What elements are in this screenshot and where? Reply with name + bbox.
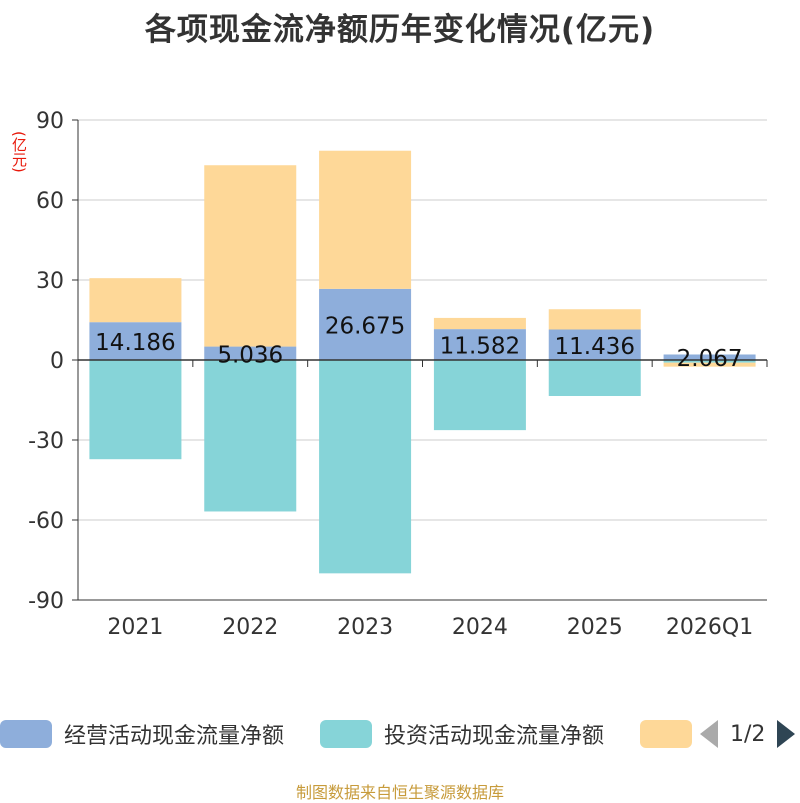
legend-label-investing: 投资活动现金流量净额 [384,724,605,749]
bar-financing-2023 [319,150,412,289]
bar-financing-2025 [548,309,641,330]
bar-financing-2026Q1 [663,362,756,367]
bar-investing-2023 [319,360,412,574]
y-tick-label: -60 [28,509,64,534]
data-label-operating: 11.582 [440,334,520,360]
bar-operating-2021 [89,322,182,360]
legend-item-operating[interactable]: 经营活动现金流量净额 [0,714,284,754]
y-axis-unit-label: (亿元) [10,131,28,173]
y-tick-label: 0 [50,349,64,374]
bar-financing-2024 [433,317,526,330]
x-tick-label: 2021 [107,615,163,640]
y-tick-label: 30 [36,269,64,294]
bar-investing-2022 [204,360,297,512]
data-label-operating: 26.675 [325,313,405,339]
legend-item-financing[interactable] [640,714,704,754]
bar-financing-2021 [89,278,182,323]
bar-financing-2022 [204,165,297,347]
legend-swatch-operating [0,720,52,748]
data-label-operating: 2.067 [677,346,743,372]
pager-prev-icon[interactable] [700,720,718,748]
x-tick-label: 2024 [452,615,508,640]
bar-investing-2021 [89,360,182,460]
bar-operating-2023 [319,288,412,360]
bar-investing-2024 [433,360,526,431]
legend-page-indicator: 1/2 [730,721,766,747]
bar-operating-2022 [204,346,297,360]
y-tick-label: -90 [28,589,64,614]
legend-swatch-financing [640,720,692,748]
x-tick-label: 2023 [337,615,393,640]
chart-title: 各项现金流净额历年变化情况(亿元) [144,12,656,48]
legend-swatch-investing [320,720,372,748]
chart-canvas: 90 60 30 0 -30 -60 -90 2021 2022 2023 2024 2025 2026… [28,109,768,640]
bar-investing-2026Q1 [663,360,756,363]
x-tick-label: 2026Q1 [666,615,753,640]
legend-item-investing[interactable]: 投资活动现金流量净额 [320,714,604,754]
data-label-operating: 11.436 [555,334,635,360]
data-label-operating: 5.036 [217,342,283,368]
y-tick-label: 90 [36,109,64,134]
bar-investing-2025 [548,360,641,396]
bar-operating-2026Q1 [663,354,756,360]
bar-operating-2024 [433,329,526,360]
legend-pager: 1/2 [700,714,800,754]
y-tick-label: 60 [36,189,64,214]
bar-operating-2025 [548,329,641,360]
y-tick-label: -30 [28,429,64,454]
x-tick-label: 2025 [567,615,623,640]
data-source-note: 制图数据来自恒生聚源数据库 [295,783,504,802]
x-tick-label: 2022 [222,615,278,640]
pager-next-icon[interactable] [777,720,796,748]
legend: 经营活动现金流量净额 投资活动现金流量净额 [0,714,800,754]
data-label-operating: 14.186 [95,330,175,356]
legend-label-operating: 经营活动现金流量净额 [64,724,285,749]
